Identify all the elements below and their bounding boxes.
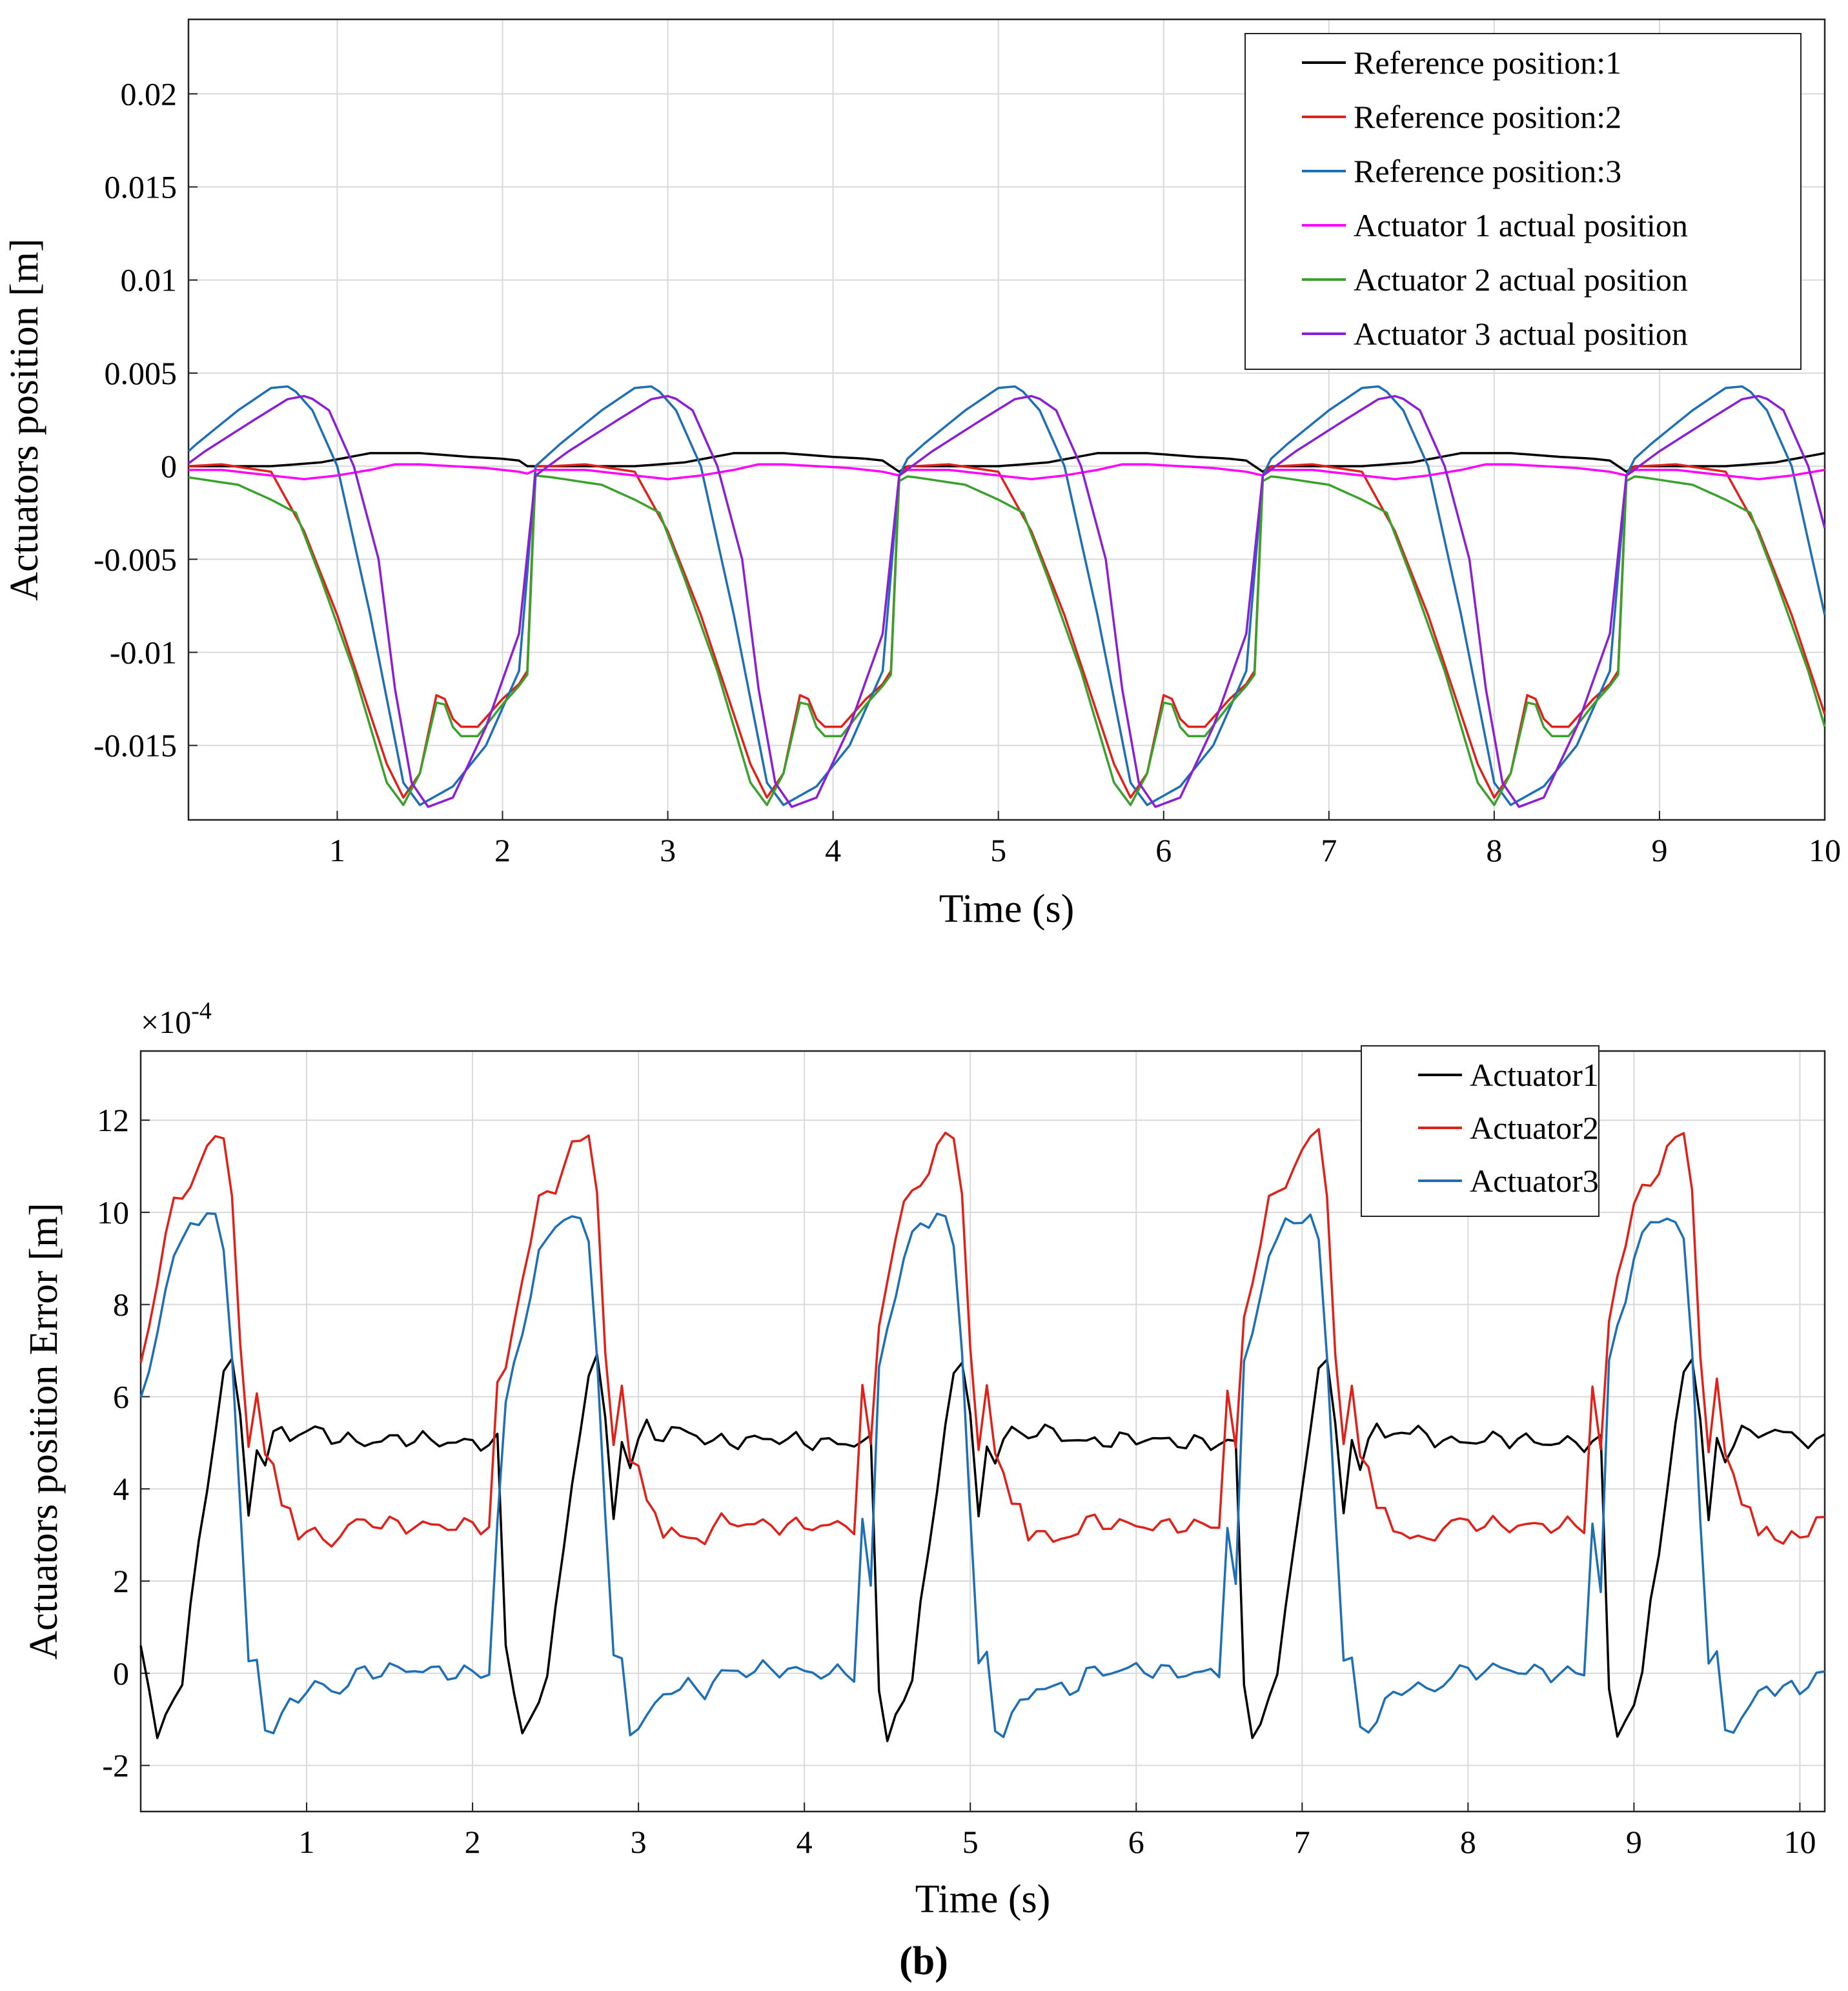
y-tick-label: 0.015	[105, 169, 178, 205]
x-tick-label: 2	[494, 832, 511, 868]
series-lines	[139, 1128, 1825, 1742]
legend: Actuator1 Actuator2 Actuator3	[1361, 1045, 1599, 1217]
y-tick-label: 0.005	[105, 355, 178, 391]
series-line-6	[187, 394, 1826, 808]
series-line-3	[139, 1212, 1825, 1739]
x-axis-label: Time (s)	[915, 1877, 1051, 1921]
y-axis-label: Actuators position Error [m]	[22, 1203, 66, 1660]
y-tick-label: 12	[97, 1102, 129, 1138]
legend-label: Reference position:3	[1354, 153, 1621, 189]
x-tick-label: 9	[1626, 1824, 1642, 1860]
x-tick-label: 1	[329, 832, 345, 868]
legend-box	[1244, 33, 1802, 370]
y-tick-label: 0	[113, 1655, 129, 1691]
x-tick-label: 8	[1486, 832, 1502, 868]
y-tick-label: -0.015	[94, 728, 177, 764]
legend-label: Actuator 3 actual position	[1354, 316, 1688, 352]
x-tick-label: 10	[1783, 1824, 1816, 1860]
y-tick-label: -0.005	[94, 541, 177, 577]
series-line-1	[188, 452, 1825, 473]
y-tick-label: 2	[113, 1563, 129, 1599]
y-axis-label: Actuators position [m]	[3, 238, 46, 600]
legend-label: Actuator3	[1470, 1163, 1599, 1199]
x-tick-label: 10	[1809, 832, 1841, 868]
series-lines	[187, 385, 1826, 808]
chart-bottom: 1 2 3 4 5 6 7 8 9 10-2024681012Actuator1Actuator2…	[22, 997, 1826, 1921]
y-tick-label: 8	[113, 1287, 129, 1323]
legend-label: Actuator 2 actual position	[1354, 261, 1688, 298]
x-tick-label: 5	[990, 832, 1006, 868]
y-tick-label: 4	[113, 1471, 129, 1507]
x-tick-label: 3	[631, 1824, 647, 1860]
series-line-5	[188, 474, 1826, 806]
x-tick-label: 2	[465, 1824, 481, 1860]
legend-label: Reference position:2	[1354, 99, 1621, 135]
series-line-4	[188, 463, 1825, 481]
y-tick-label: -2	[102, 1748, 129, 1784]
legend-label: Actuator 1 actual position	[1354, 207, 1688, 243]
legend-box	[1361, 1045, 1599, 1217]
x-tick-label: 6	[1128, 1824, 1144, 1860]
chart-top: 1 2 3 4 5 6 7 8 9 10 -0.015 -0.01 -0.005 0 0.005 0.01 0.…	[3, 18, 1841, 931]
y-tick-label: 10	[97, 1194, 129, 1230]
plot-frame	[139, 1050, 1826, 1813]
plot-frame	[187, 18, 1826, 821]
y-tick-label: -0.01	[110, 634, 177, 670]
x-tick-label: 4	[797, 1824, 813, 1860]
y-tick-label: 0	[161, 448, 177, 484]
y-tick-label: 6	[113, 1378, 129, 1414]
y-exponent-power: -4	[191, 997, 212, 1025]
legend-label: Reference position:1	[1354, 45, 1621, 81]
series-line-2	[139, 1128, 1825, 1548]
legend: Reference position:1 Reference position:2…	[1244, 33, 1802, 370]
x-tick-label: 1	[299, 1824, 315, 1860]
series-line-3	[187, 385, 1826, 806]
series-line-1	[139, 1353, 1825, 1742]
x-tick-label: 7	[1321, 832, 1337, 868]
series-line-2	[188, 463, 1826, 799]
x-tick-label: 3	[660, 832, 676, 868]
x-tick-label: 6	[1155, 832, 1172, 868]
x-tick-label: 5	[962, 1824, 979, 1860]
legend-label: Actuator2	[1470, 1110, 1599, 1146]
x-tick-label: 8	[1460, 1824, 1476, 1860]
x-tick-label: 7	[1294, 1824, 1310, 1860]
y-tick-label: 0.02	[121, 76, 178, 112]
x-axis-label: Time (s)	[939, 887, 1075, 931]
y-tick-label: 0.01	[121, 262, 178, 298]
panel-label: (b)	[899, 1939, 948, 1983]
legend-label: Actuator1	[1470, 1057, 1599, 1093]
x-tick-label: 4	[825, 832, 841, 868]
y-exponent-label: ×10-4	[141, 997, 212, 1040]
x-tick-label: 9	[1651, 832, 1667, 868]
